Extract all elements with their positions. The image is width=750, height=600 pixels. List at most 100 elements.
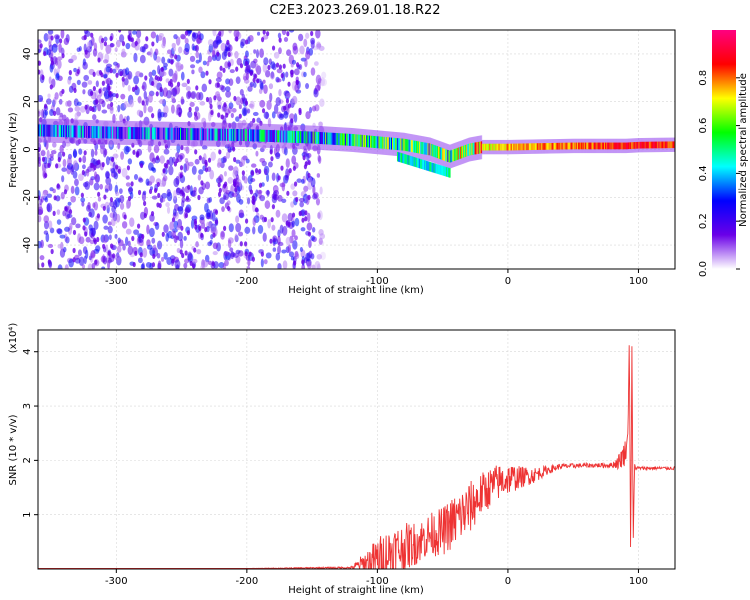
heatmap-cell [419,141,421,154]
heatmap-cell [291,97,296,104]
heatmap-cell [550,142,553,150]
heatmap-cell [114,126,116,139]
heatmap-cell [397,138,399,151]
heatmap-cell [74,125,76,138]
heatmap-cell [427,143,429,156]
heatmap-cell [600,142,603,150]
heatmap-cell [510,143,512,151]
heatmap-cell [151,127,154,140]
heatmap-cell [82,246,88,255]
heatmap-cell [267,129,270,142]
heatmap-cell [461,146,464,158]
heatmap-cell [536,143,538,150]
heatmap-cell [252,226,256,235]
heatmap-cell [278,37,282,43]
heatmap-cell [210,109,214,116]
heatmap-cell [281,213,288,223]
heatmap-cell [113,126,115,139]
heatmap-cell [537,143,539,150]
heatmap-cell [422,142,424,155]
heatmap-cell [246,108,251,114]
heatmap-cell [303,164,308,170]
heatmap-cell [448,150,450,163]
heatmap-cell [306,212,311,223]
heatmap-cell [413,140,416,153]
heatmap-cell [432,144,435,157]
heatmap-cell [67,77,72,85]
heatmap-cell [193,247,197,253]
heatmap-cell [466,144,468,157]
heatmap-cell [448,167,450,178]
heatmap-cell [314,84,321,92]
heatmap-cell [64,264,69,269]
heatmap-cell [56,219,62,225]
heatmap-cell [598,142,601,150]
heatmap-cell [99,183,104,190]
heatmap-cell [234,51,239,59]
heatmap-cell [306,261,312,269]
heatmap-cell [111,157,115,163]
heatmap-cell [587,142,589,150]
heatmap-cell [508,143,511,151]
heatmap-cell [148,71,153,78]
heatmap-cell [310,131,312,144]
heatmap-cell [409,155,411,166]
heatmap-cell [236,128,238,141]
heatmap-cell [87,202,91,210]
heatmap-cell [177,127,180,140]
heatmap-cell [220,114,224,120]
heatmap-cell [228,223,234,233]
heatmap-cell [267,64,271,71]
heatmap-cell [287,221,291,227]
heatmap-cell [235,159,241,164]
heatmap-cell [206,60,210,67]
heatmap-cell [53,96,57,105]
heatmap-cell [40,124,42,137]
heatmap-cell [229,128,231,141]
heatmap-cell [89,90,94,96]
heatmap-cell [59,248,66,258]
heatmap-cell [41,74,45,81]
heatmap-cell [107,259,111,269]
heatmap-cell [81,201,85,207]
snr-frame [37,329,676,570]
heatmap-cell [84,231,88,237]
y-tick-label: -40 [22,237,33,253]
heatmap-cell [216,71,223,79]
heatmap-cell [173,34,178,40]
heatmap-cell [80,125,83,138]
heatmap-cell [440,147,442,160]
heatmap-cell [269,149,273,155]
heatmap-cell [109,101,114,108]
heatmap-cell [161,256,165,262]
heatmap-cell [227,176,234,184]
heatmap-cell [339,133,342,146]
heatmap-cell [597,142,600,150]
heatmap-cell [43,50,47,57]
heatmap-cell [129,127,132,139]
heatmap-cell [165,202,170,208]
heatmap-cell [166,159,170,165]
heatmap-cell [38,69,41,75]
heatmap-cell [571,142,574,150]
heatmap-cell [449,150,451,163]
heatmap-cell [278,47,282,55]
heatmap-cell [323,132,325,145]
heatmap-cell [168,165,174,176]
heatmap-cell [39,255,45,261]
heatmap-cell [559,142,561,150]
heatmap-cell [74,186,80,196]
heatmap-cell [649,141,652,149]
heatmap-cell [100,145,105,155]
heatmap-cell [366,135,369,148]
heatmap-cell [643,141,646,149]
colorbar-tick-label: 0.0 [698,261,709,277]
heatmap-cell [226,200,231,206]
heatmap-cell [107,126,110,139]
heatmap-cell [531,143,534,151]
heatmap-cell [183,146,189,151]
heatmap-cell [281,198,287,204]
heatmap-cell [56,196,60,201]
heatmap-cell [310,253,315,260]
heatmap-cell [399,138,401,151]
